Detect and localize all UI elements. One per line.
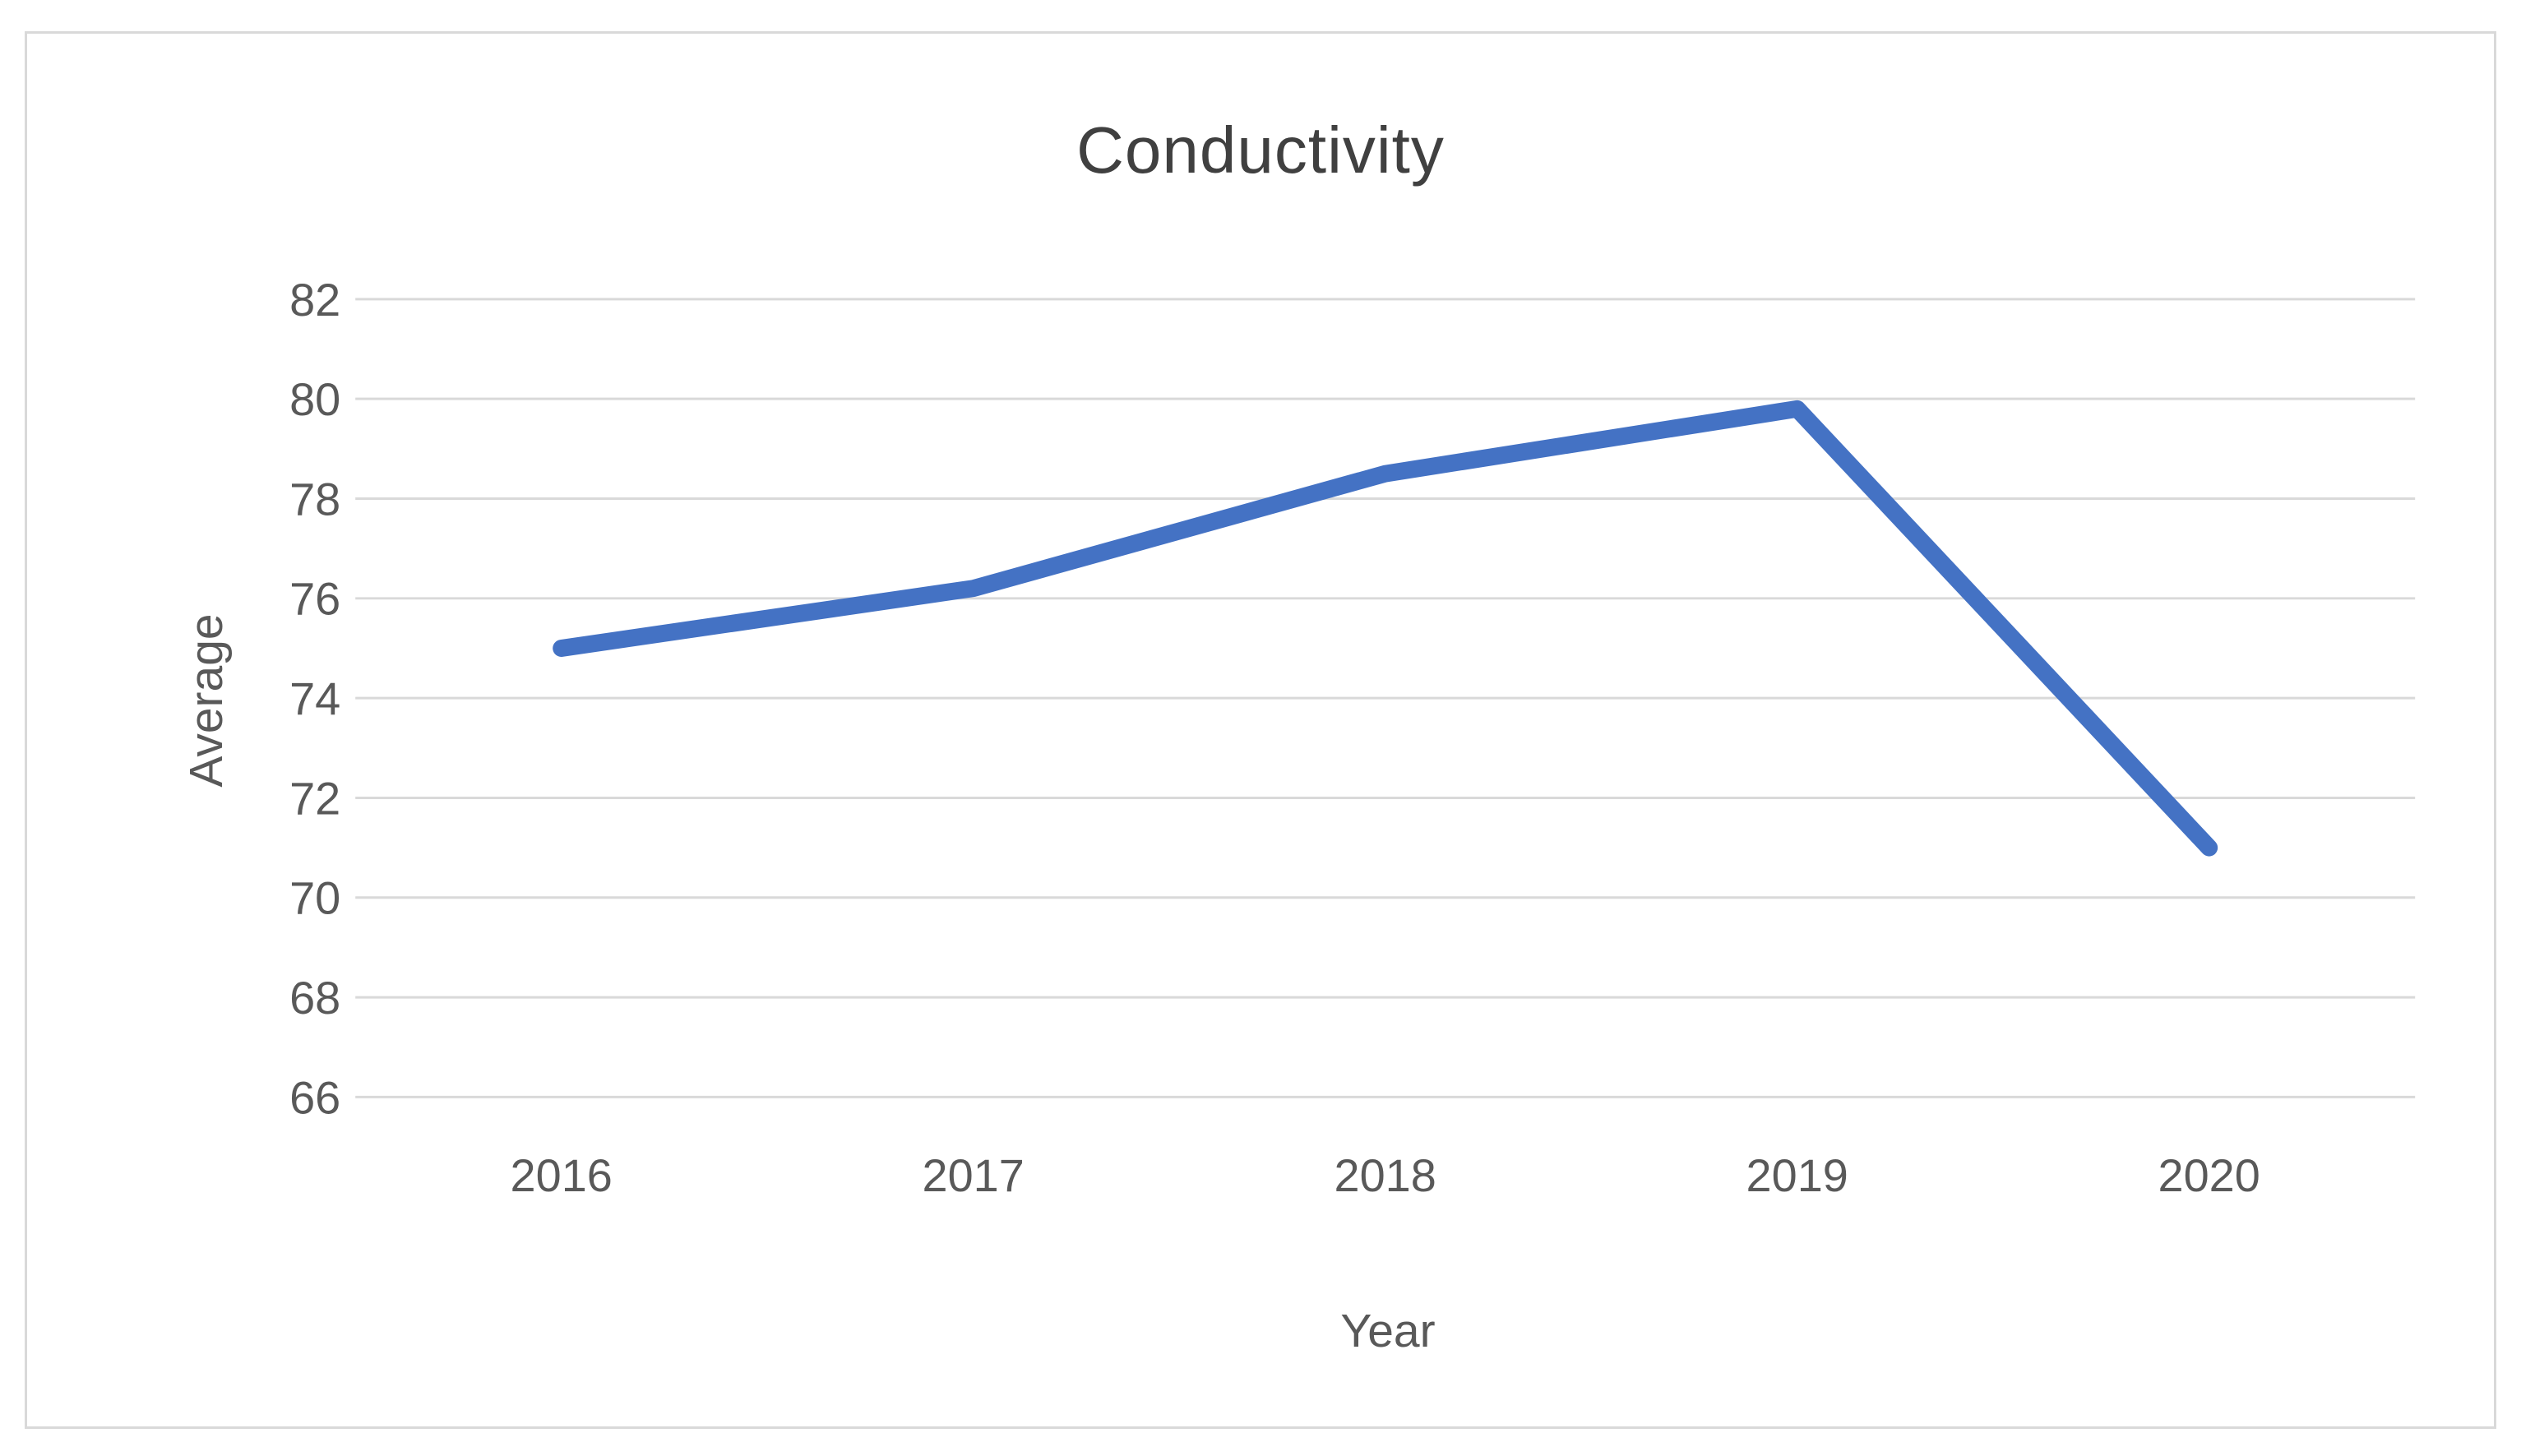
y-tick-label: 76 bbox=[289, 573, 340, 625]
chart-title: Conductivity bbox=[1076, 113, 1445, 187]
y-tick-label: 66 bbox=[289, 1071, 340, 1123]
x-tick-label: 2017 bbox=[923, 1149, 1025, 1201]
y-tick-label: 78 bbox=[289, 473, 340, 525]
x-tick-label: 2018 bbox=[1335, 1149, 1436, 1201]
x-tick-label: 2016 bbox=[511, 1149, 613, 1201]
y-tick-label: 82 bbox=[289, 274, 340, 326]
chart-frame: Conductivity 66 68 70 72 74 76 78 80 82 2016 2017 2… bbox=[25, 31, 2496, 1429]
x-tick-label: 2019 bbox=[1746, 1149, 1848, 1201]
series-line bbox=[553, 400, 2218, 857]
y-axis-title: Average bbox=[180, 613, 233, 788]
x-axis-title: Year bbox=[1340, 1305, 1436, 1357]
y-tick-label: 68 bbox=[289, 972, 340, 1024]
y-tick-label: 70 bbox=[289, 872, 340, 924]
x-tick-label: 2020 bbox=[2158, 1149, 2260, 1201]
y-tick-label: 80 bbox=[289, 373, 340, 425]
y-tick-label: 72 bbox=[289, 772, 340, 824]
y-tick-label: 74 bbox=[289, 673, 340, 724]
plot-area: 66 68 70 72 74 76 78 80 82 2016 2017 2018 2019 2020 bbox=[289, 274, 2416, 1201]
